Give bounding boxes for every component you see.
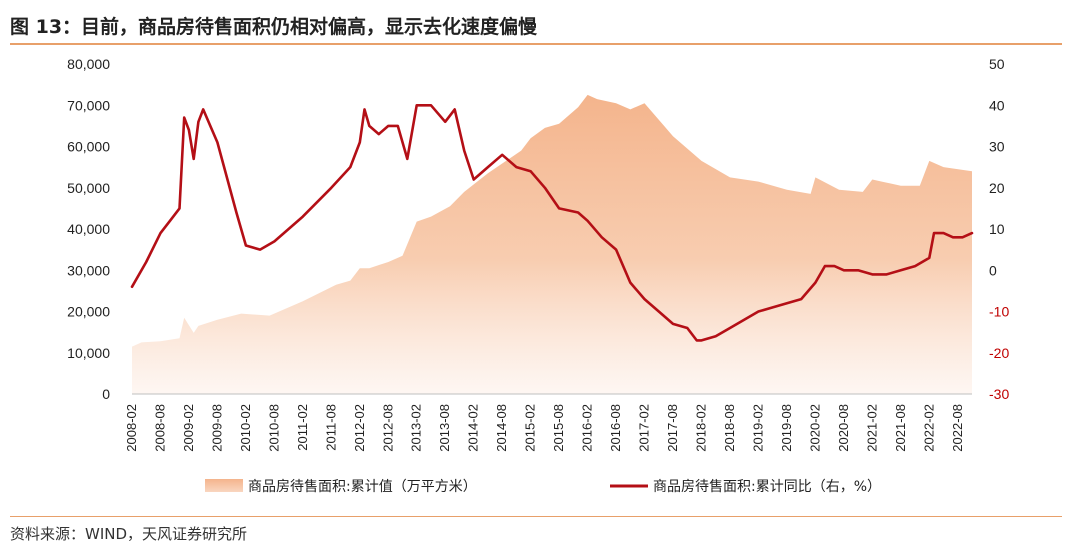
- source-note: 资料来源：WIND，天风证券研究所: [10, 525, 248, 543]
- left-tick-label: 80,000: [67, 56, 110, 72]
- right-tick-label: 40: [989, 97, 1005, 113]
- left-tick-label: 40,000: [67, 221, 110, 237]
- x-tick-label: 2011-08: [323, 404, 338, 451]
- left-tick-label: 70,000: [67, 97, 110, 113]
- right-tick-label: -30: [989, 386, 1009, 402]
- x-tick-label: 2010-02: [238, 404, 253, 452]
- x-tick-label: 2021-08: [893, 404, 908, 452]
- x-tick-label: 2016-02: [580, 404, 595, 452]
- x-tick-label: 2021-02: [864, 404, 879, 452]
- x-tick-label: 2008-02: [124, 404, 139, 452]
- x-tick-label: 2022-08: [950, 404, 965, 452]
- source-rule: [10, 516, 1062, 517]
- x-tick-label: 2010-08: [266, 404, 281, 452]
- right-tick-label: 30: [989, 139, 1005, 155]
- left-tick-label: 50,000: [67, 180, 110, 196]
- plot-area: [130, 94, 974, 395]
- x-tick-label: 2017-08: [665, 404, 680, 452]
- x-tick-label: 2022-02: [921, 404, 936, 452]
- x-tick-label: 2018-02: [694, 404, 709, 452]
- right-tick-label: 10: [989, 221, 1005, 237]
- right-tick-label: 50: [989, 56, 1005, 72]
- x-tick-label: 2014-08: [494, 404, 509, 452]
- left-tick-label: 30,000: [67, 262, 110, 278]
- left-tick-label: 60,000: [67, 139, 110, 155]
- x-tick-label: 2020-08: [836, 404, 851, 452]
- right-tick-label: -20: [989, 345, 1009, 361]
- x-tick-label: 2015-02: [523, 404, 538, 452]
- x-tick-label: 2015-08: [551, 404, 566, 452]
- x-tick-label: 2012-08: [380, 404, 395, 452]
- x-tick-label: 2014-02: [466, 404, 481, 452]
- title-rule: [10, 43, 1062, 45]
- legend: 商品房待售面积:累计值（万平方米） 商品房待售面积:累计同比（右，%）: [205, 479, 881, 495]
- x-tick-label: 2018-08: [722, 404, 737, 452]
- right-tick-label: 20: [989, 180, 1005, 196]
- x-tick-label: 2012-02: [352, 404, 367, 452]
- series-area-inventory: [132, 94, 972, 395]
- x-tick-label: 2009-02: [181, 404, 196, 452]
- x-tick-label: 2013-02: [409, 404, 424, 452]
- x-tick-label: 2019-08: [779, 404, 794, 452]
- left-tick-label: 10,000: [67, 345, 110, 361]
- right-tick-label: -10: [989, 304, 1009, 320]
- figure-title: 图 13：目前，商品房待售面积仍相对偏高，显示去化速度偏慢: [10, 16, 538, 38]
- x-tick-label: 2019-02: [750, 404, 765, 452]
- x-axis: 2008-02 2008-08 2009-02 2009-08 2010-02 2010-…: [124, 404, 965, 452]
- left-tick-label: 20,000: [67, 304, 110, 320]
- x-tick-label: 2008-08: [153, 404, 168, 452]
- x-tick-label: 2009-08: [209, 404, 224, 452]
- x-tick-label: 2011-02: [295, 404, 310, 451]
- legend-label-line: 商品房待售面积:累计同比（右，%）: [653, 479, 881, 495]
- right-axis: -30 -20 -10 0 10 20 30 40 50: [989, 56, 1009, 402]
- legend-swatch-area: [205, 479, 243, 492]
- legend-label-area: 商品房待售面积:累计值（万平方米）: [248, 479, 477, 495]
- x-tick-label: 2017-02: [637, 404, 652, 452]
- x-tick-label: 2020-02: [807, 404, 822, 452]
- x-tick-label: 2016-08: [608, 404, 623, 452]
- series-line-yoy: [130, 104, 974, 342]
- right-tick-label: 0: [989, 262, 997, 278]
- x-tick-label: 2013-08: [437, 404, 452, 452]
- left-tick-label: 0: [102, 386, 110, 402]
- left-axis: 0 10,000 20,000 30,000 40,000 50,000 60,000 70,…: [67, 56, 110, 402]
